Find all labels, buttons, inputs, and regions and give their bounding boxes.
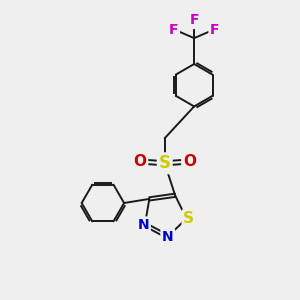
Text: N: N	[138, 218, 149, 232]
Text: O: O	[183, 154, 196, 169]
Text: O: O	[134, 154, 146, 169]
Text: F: F	[189, 14, 199, 27]
Text: F: F	[210, 23, 220, 37]
Text: N: N	[162, 230, 174, 244]
Text: F: F	[169, 23, 178, 37]
Text: S: S	[159, 154, 171, 172]
Text: S: S	[183, 211, 194, 226]
